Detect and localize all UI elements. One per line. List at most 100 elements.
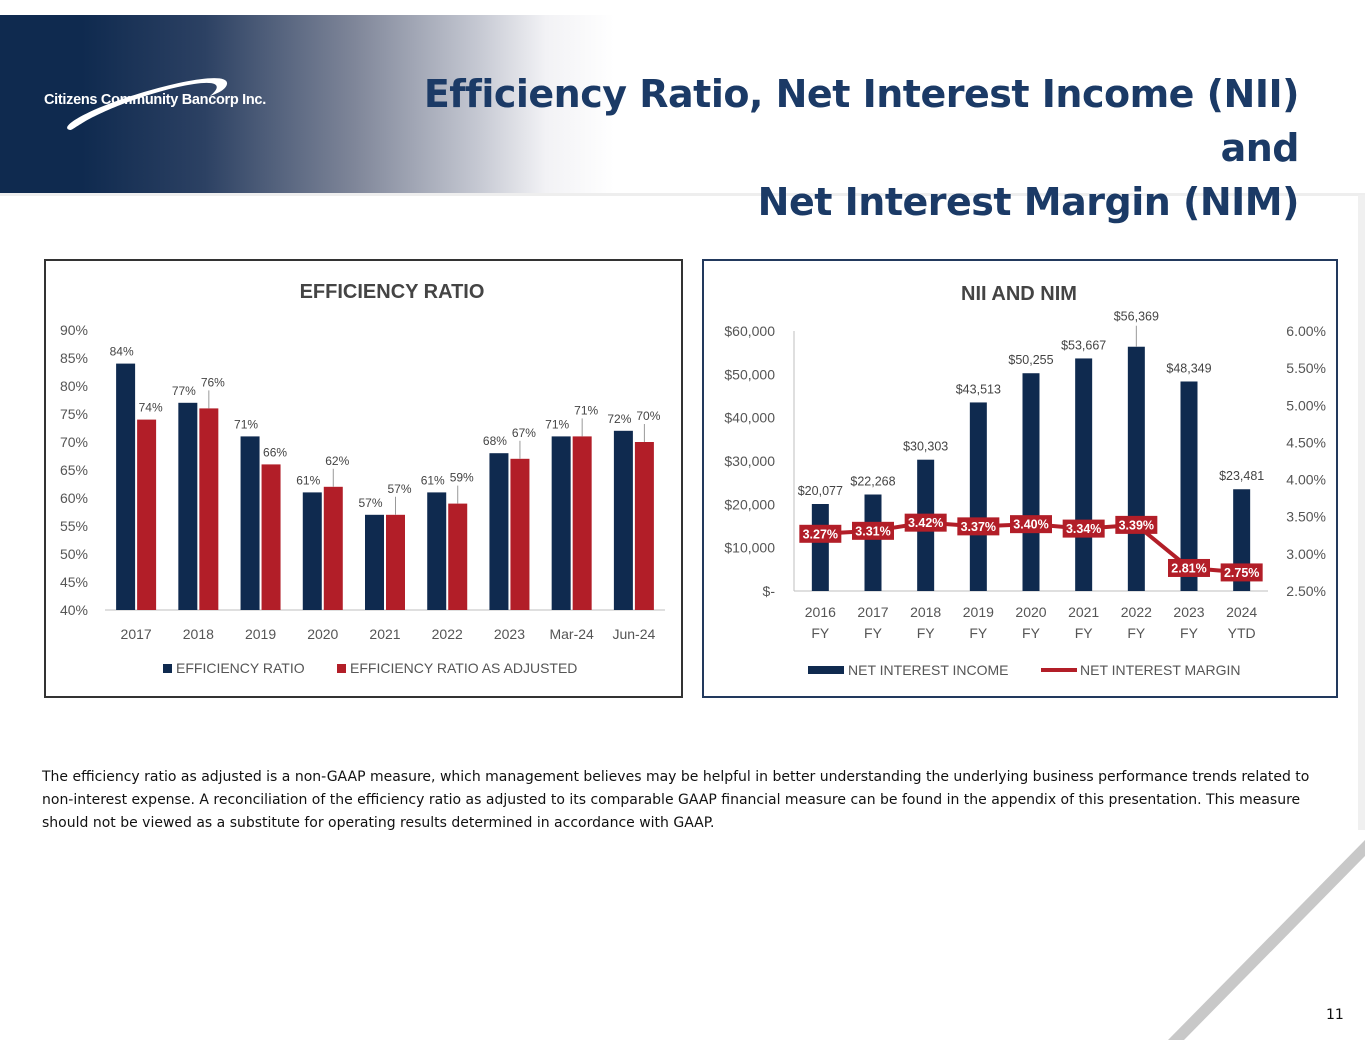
y-left-tick-label: $20,000 [724,496,775,512]
x-tick-label-sub: YTD [1228,625,1256,641]
nim-label-box [1115,515,1158,534]
chart-title: EFFICIENCY RATIO [300,281,485,303]
x-tick-label-sub: FY [1022,625,1041,641]
y-tick-label: 90% [60,322,88,338]
nim-label-box [852,521,894,540]
x-tick-label-sub: FY [1075,625,1094,641]
title-line-1: Efficiency Ratio, Net Interest Income (N… [423,72,1300,170]
bar-efficiency-ratio [302,492,322,610]
y-right-tick-label: 5.50% [1286,360,1326,376]
bar-net-interest-income [1180,381,1198,591]
header-divider [0,193,1365,196]
data-label: 59% [450,471,474,485]
legend-swatch-efficiency-ratio [163,664,172,673]
x-tick-label: 2017 [121,626,152,642]
y-right-tick-label: 3.50% [1286,509,1326,525]
bar-efficiency-ratio-adjusted [510,458,530,610]
nim-label-box [1010,515,1052,534]
chart-legend: EFFICIENCY RATIO EFFICIENCY RATIO AS ADJ… [163,660,577,676]
nim-label-box [1062,519,1105,538]
bar-efficiency-ratio-adjusted [323,486,343,610]
bar-data-label: $30,303 [903,440,948,454]
bar-net-interest-income [1127,346,1145,591]
data-label: 74% [139,401,163,415]
company-logo: Citizens Community Bancorp Inc. [44,70,284,140]
nim-label-box [957,517,1000,536]
y-tick-label: 50% [60,546,88,562]
bar-efficiency-ratio [427,492,447,610]
bar-efficiency-ratio-adjusted [199,408,219,610]
bar-efficiency-ratio-adjusted [386,514,405,610]
footnote-text: The efficiency ratio as adjusted is a no… [42,769,1310,831]
legend-swatch-efficiency-ratio-adjusted [337,664,346,673]
data-label: 57% [358,496,382,510]
nim-data-label: 3.37% [961,520,996,534]
y-left-tick-label: $30,000 [724,453,775,469]
chart-title: NII AND NIM [961,283,1077,305]
bar-data-label: $43,513 [956,382,1001,396]
bar-data-label: $53,667 [1061,338,1106,352]
legend-label-net-interest-margin: NET INTEREST MARGIN [1080,662,1241,678]
data-label: 62% [325,454,349,468]
x-tick-label: 2019 [245,626,276,642]
legend-label-efficiency-ratio-adjusted: EFFICIENCY RATIO AS ADJUSTED [350,660,577,676]
x-tick-label: 2024 [1226,604,1257,620]
data-label: 61% [296,473,320,487]
nii-nim-chart-svg: NII AND NIM $- $10,000 $20,000 $30,000 $40,0… [724,283,1326,678]
y-tick-label: 80% [60,378,88,394]
y-left-tick-label: $60,000 [724,323,775,339]
y-tick-label: 70% [60,434,88,450]
logo-text: Citizens Community Bancorp Inc. [44,92,266,108]
y-tick-label: 45% [60,574,88,590]
x-tick-label: 2020 [1015,604,1046,620]
y-right-tick-label: 6.00% [1286,323,1326,339]
data-label: 68% [483,434,507,448]
nim-data-label: 2.81% [1171,561,1206,575]
nim-data-label: 3.40% [1013,518,1048,532]
bar-efficiency-ratio-adjusted [634,442,654,610]
nim-label-box [1220,563,1263,582]
x-tick-label: 2016 [805,604,836,620]
bar-efficiency-ratio [116,363,136,610]
data-label: 71% [545,417,569,431]
bar-data-label: $48,349 [1166,361,1211,375]
bar-net-interest-income [1075,358,1093,591]
bar-efficiency-ratio [613,430,633,610]
y-right-tick-label: 4.00% [1286,472,1326,488]
y-tick-label: 65% [60,462,88,478]
x-tick-label: 2018 [183,626,214,642]
bar-efficiency-ratio [365,514,384,610]
data-label: 57% [387,482,411,496]
y-tick-label: 40% [60,602,88,618]
nii-nim-chart: NII AND NIM $- $10,000 $20,000 $30,000 $40,0… [702,259,1338,698]
nim-data-label: 3.39% [1119,518,1154,532]
y-left-tick-label: $50,000 [724,366,775,382]
y-left-tick-label: $- [763,583,776,599]
bar-net-interest-income [864,494,882,591]
data-label: 61% [421,473,445,487]
page-title: Efficiency Ratio, Net Interest Income (N… [399,67,1300,229]
nim-data-label: 3.27% [803,527,838,541]
bar-efficiency-ratio [240,436,260,610]
bar-data-label: $22,268 [850,475,895,489]
bar-efficiency-ratio-adjusted [137,419,157,610]
x-tick-label-sub: FY [864,625,883,641]
x-tick-label: 2017 [857,604,888,620]
x-tick-label: 2021 [369,626,400,642]
data-label: 84% [110,345,134,359]
nim-label-box [904,513,947,532]
data-label: 71% [574,403,598,417]
y-tick-label: 60% [60,490,88,506]
x-tick-label-sub: FY [1127,625,1146,641]
x-tick-label: 2023 [1173,604,1204,620]
y-right-tick-label: 2.50% [1286,583,1326,599]
efficiency-ratio-chart: EFFICIENCY RATIO 40% 45% 50% 55% 60% 65% 70% 75… [44,259,683,698]
x-tick-label: 2018 [910,604,941,620]
bar-efficiency-ratio-adjusted [448,503,468,610]
x-tick-label-sub: FY [811,625,830,641]
legend-label-net-interest-income: NET INTEREST INCOME [848,662,1009,678]
bar-efficiency-ratio [178,402,198,610]
y-left-tick-label: $10,000 [724,540,775,556]
y-tick-label: 55% [60,518,88,534]
chart-legend: NET INTEREST INCOME NET INTEREST MARGIN [808,662,1241,678]
